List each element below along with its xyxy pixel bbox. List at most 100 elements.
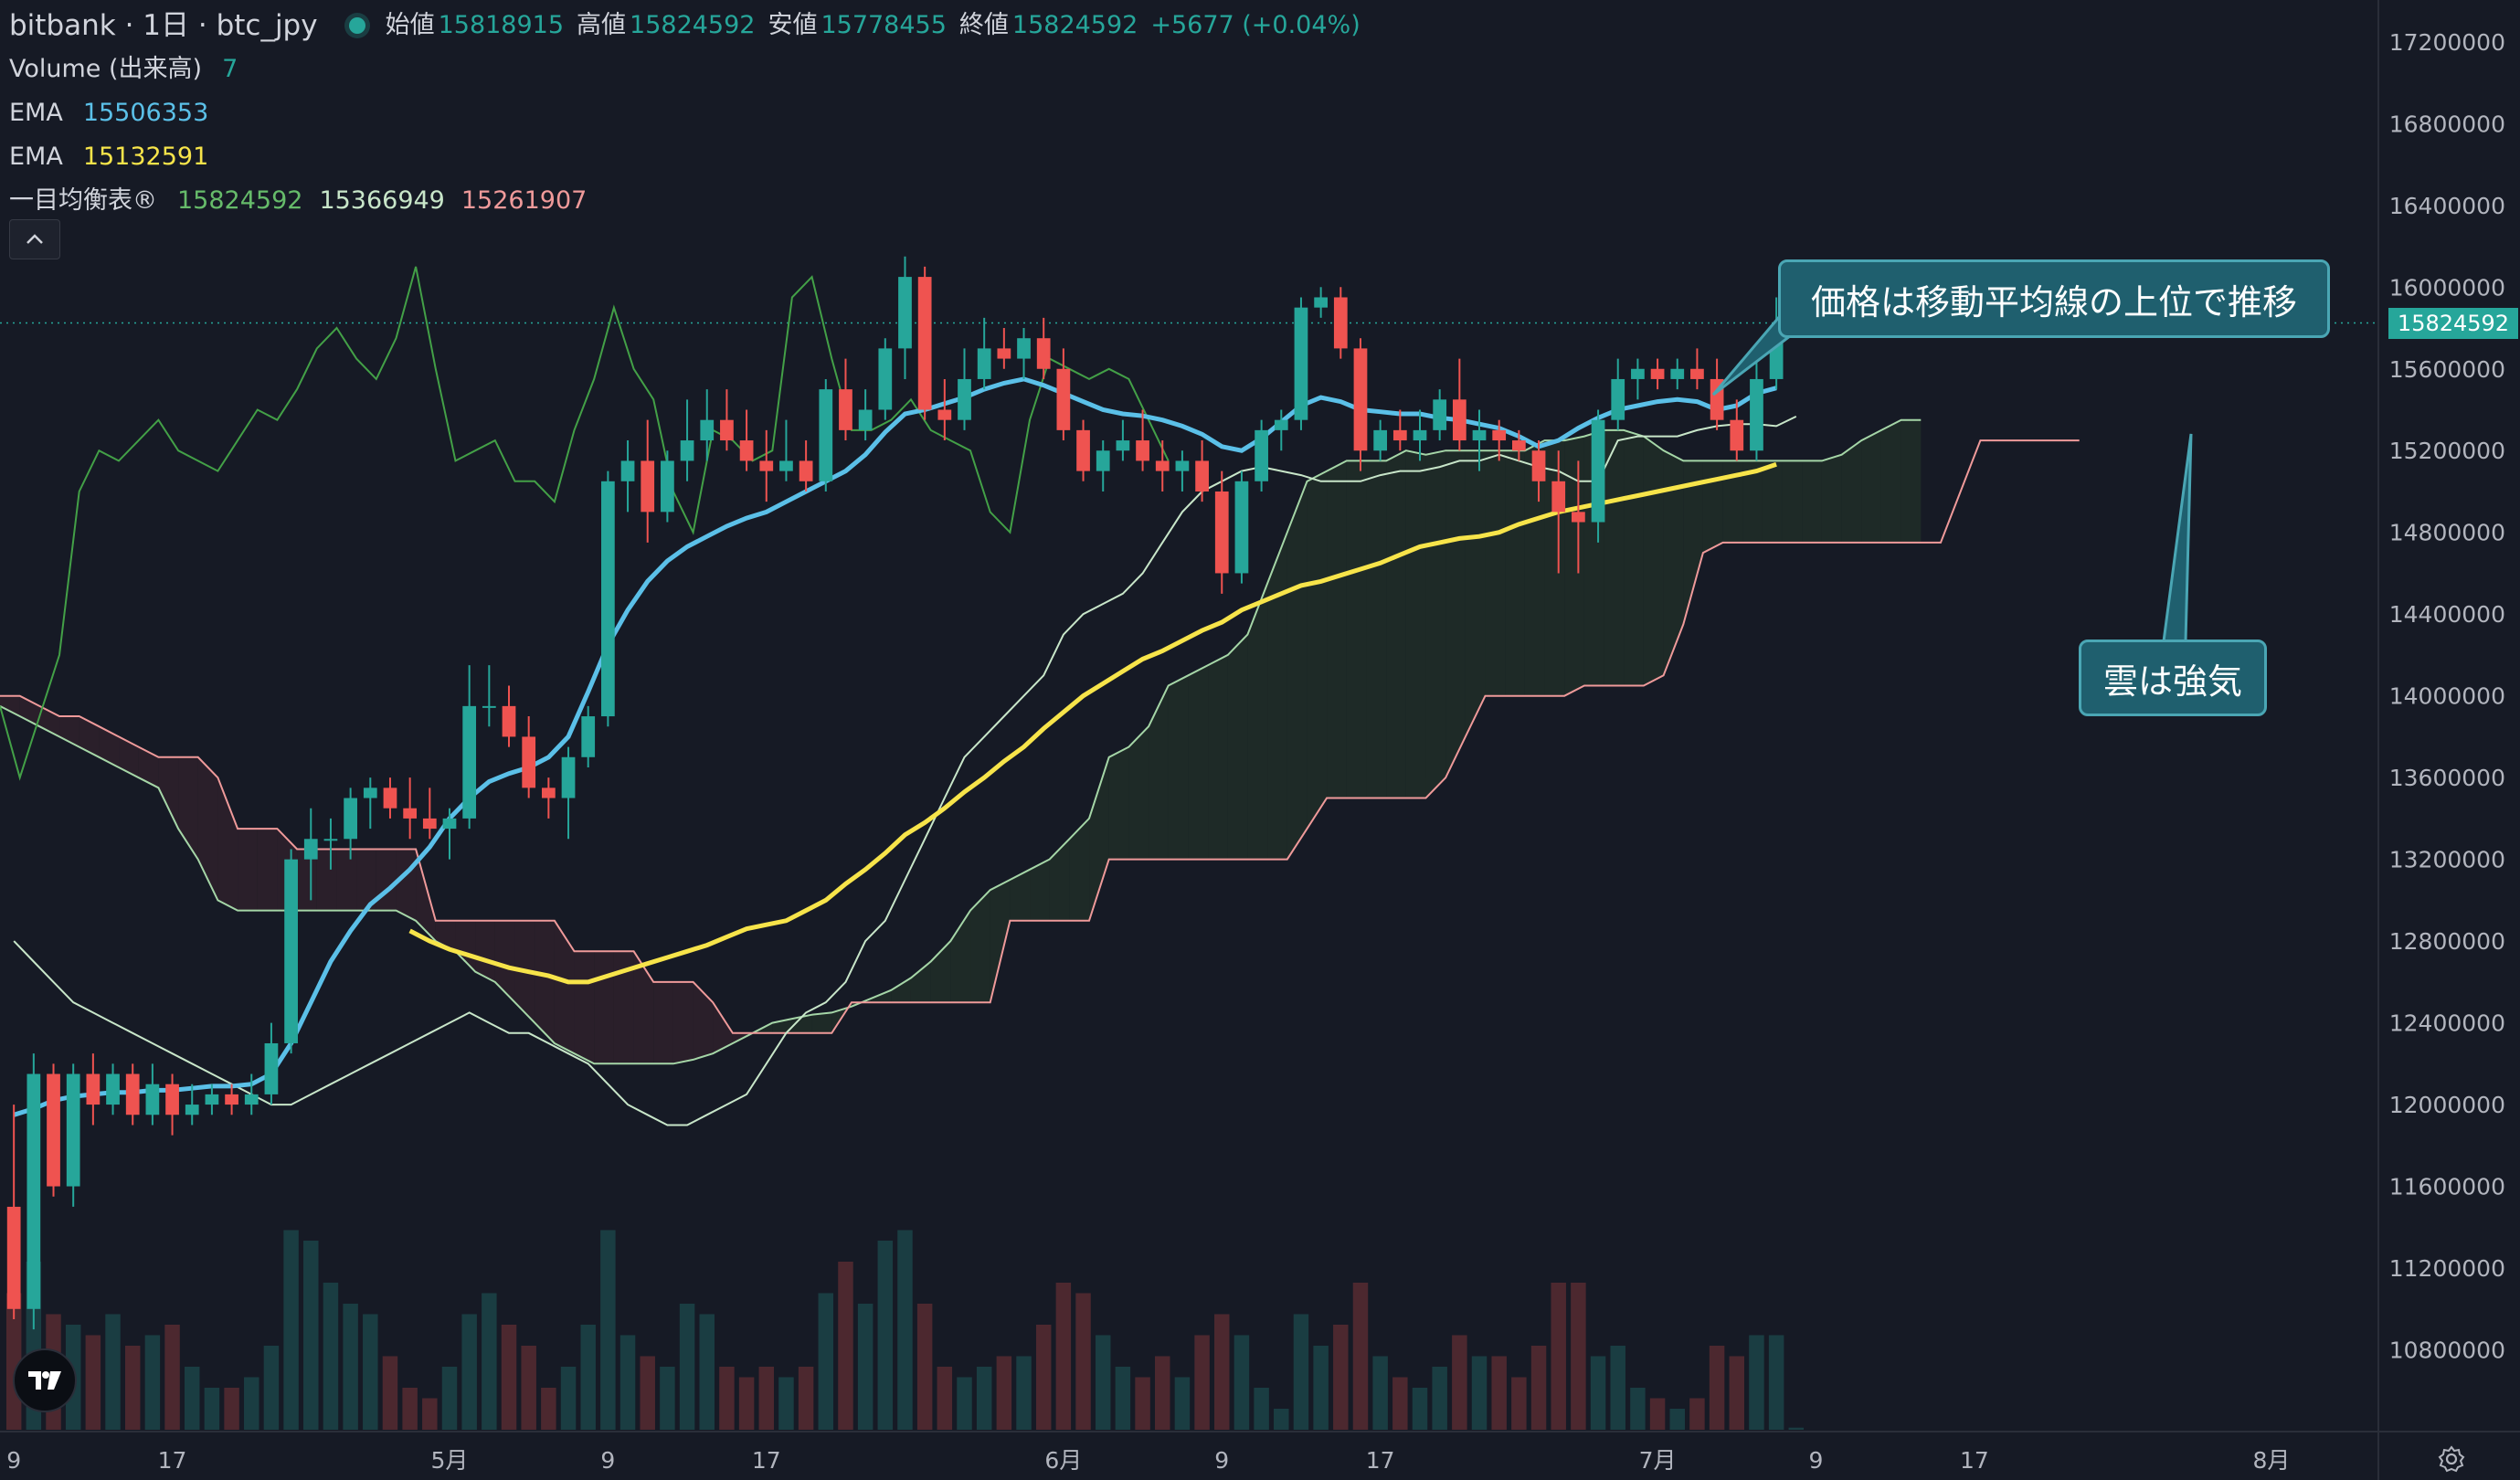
ichimoku-label: 一目均衡表®	[9, 186, 157, 215]
volume-bar	[857, 1304, 874, 1430]
volume-bar	[1274, 1409, 1289, 1430]
volume-bar	[1689, 1398, 1705, 1430]
time-axis-tick-label: 9	[1214, 1447, 1229, 1474]
volume-bar	[1511, 1377, 1527, 1430]
volume-bar	[1234, 1335, 1250, 1430]
cloud-segment-bullish	[1624, 429, 1644, 686]
volume-bar	[323, 1283, 339, 1430]
volume-bar	[1194, 1335, 1210, 1430]
cloud-segment-bullish	[1524, 440, 1545, 696]
cloud-segment-bullish	[1327, 460, 1347, 798]
candle-body-up	[26, 1073, 41, 1309]
cloud-segment-bearish	[336, 849, 357, 911]
price-axis-tick-label: 13600000	[2389, 765, 2505, 791]
cloud-segment-bearish	[19, 695, 40, 727]
time-axis-tick-label: 8月	[2253, 1447, 2291, 1474]
senkou-span-b-line	[0, 439, 2080, 1034]
volume-bar	[1095, 1335, 1111, 1430]
callout-cloud-bullish[interactable]: 雲は強気	[2079, 640, 2267, 716]
candle-body-down	[1353, 348, 1368, 451]
cloud-segment-bullish	[1188, 665, 1209, 860]
cloud-segment-bullish	[1227, 634, 1248, 860]
ema-slow-line	[408, 461, 1777, 985]
candle-body-up	[284, 859, 298, 1043]
time-axis-tick-label: 17	[1960, 1447, 1989, 1474]
candle-body-up	[1234, 481, 1249, 574]
price-axis-tick-label: 13200000	[2389, 847, 2505, 873]
market-status-icon	[348, 17, 365, 34]
cloud-segment-bullish	[1247, 583, 1268, 860]
volume-bar	[343, 1304, 358, 1430]
cloud-segment-bullish	[1821, 454, 1842, 543]
cloud-segment-bearish	[238, 829, 258, 911]
candle-body-down	[1214, 491, 1229, 574]
cloud-segment-bullish	[1722, 460, 1743, 543]
volume-bar	[1214, 1314, 1230, 1430]
volume-bar	[1571, 1283, 1586, 1430]
candle-body-up	[145, 1084, 160, 1115]
cloud-segment-bearish	[653, 981, 673, 1064]
cloud-segment-bullish	[1267, 532, 1287, 860]
open-value: 15818915	[438, 11, 565, 39]
volume-bar	[778, 1377, 794, 1430]
candle-body-down	[937, 409, 952, 420]
candle-body-down	[739, 440, 754, 461]
candle-body-down	[47, 1073, 60, 1187]
ichimoku-value-3: 15261907	[461, 186, 588, 215]
legend-volume[interactable]: Volume (出来高) 7	[9, 48, 1373, 91]
cloud-segment-bearish	[475, 920, 495, 982]
candle-body-up	[1433, 399, 1447, 430]
legend-ichimoku[interactable]: 一目均衡表® 15824592 15366949 15261907	[9, 179, 1373, 223]
close-value: 15824592	[1011, 11, 1138, 39]
time-axis-tick-label: 5月	[431, 1447, 469, 1474]
legend-ema-slow[interactable]: EMA 15132591	[9, 135, 1373, 179]
volume-bar	[877, 1241, 894, 1430]
gear-icon[interactable]	[2438, 1445, 2465, 1473]
cloud-segment-bullish	[1485, 450, 1506, 696]
volume-bar	[1016, 1356, 1032, 1430]
candle-body-down	[1056, 368, 1071, 430]
volume-bar	[461, 1314, 477, 1430]
volume-bar	[1155, 1356, 1170, 1430]
cloud-segment-bullish	[1683, 460, 1703, 625]
cloud-segment-bullish	[1841, 440, 1862, 543]
candle-body-down	[383, 788, 397, 809]
cloud-segment-bullish	[910, 961, 931, 1003]
close-label: 終値	[958, 11, 1009, 39]
volume-bar	[818, 1293, 834, 1430]
candle-body-up	[1096, 450, 1110, 471]
volume-bar	[1749, 1335, 1764, 1430]
symbol-title[interactable]: bitbank · 1日 · btc_jpy	[9, 9, 318, 42]
volume-bar	[184, 1367, 200, 1430]
ema-fast-label: EMA	[9, 99, 63, 127]
legend-ema-fast[interactable]: EMA 15506353	[9, 91, 1373, 135]
callout-price-above-ma[interactable]: 価格は移動平均線の上位で推移	[1778, 259, 2330, 338]
volume-bar	[1551, 1283, 1566, 1430]
volume-bar	[1254, 1388, 1269, 1430]
cloud-segment-bullish	[970, 890, 990, 1003]
volume-bar	[1035, 1325, 1052, 1430]
candle-body-down	[839, 389, 852, 430]
time-axis-tick-label: 9	[600, 1447, 615, 1474]
candle-body-up	[1373, 429, 1388, 451]
legend-collapse-button[interactable]	[9, 219, 60, 259]
cloud-segment-bullish	[990, 880, 1011, 1003]
cloud-segment-bullish	[1307, 470, 1328, 830]
volume-bar	[1590, 1356, 1606, 1430]
cloud-segment-bullish	[1089, 756, 1109, 921]
volume-bar	[1055, 1283, 1072, 1430]
candle-body-down	[997, 348, 1011, 359]
cloud-segment-bearish	[138, 746, 159, 788]
candle-body-down	[1195, 460, 1209, 492]
candle-body-down	[86, 1073, 101, 1105]
cloud-segment-bearish	[257, 829, 278, 911]
cloud-segment-bearish	[554, 920, 575, 1054]
tradingview-logo-icon[interactable]	[13, 1348, 77, 1412]
chevron-up-icon	[26, 234, 43, 244]
candle-body-up	[1175, 460, 1190, 471]
candle-body-up	[264, 1042, 279, 1094]
candle-body-down	[403, 808, 418, 819]
indicator-lines	[0, 266, 2080, 1126]
